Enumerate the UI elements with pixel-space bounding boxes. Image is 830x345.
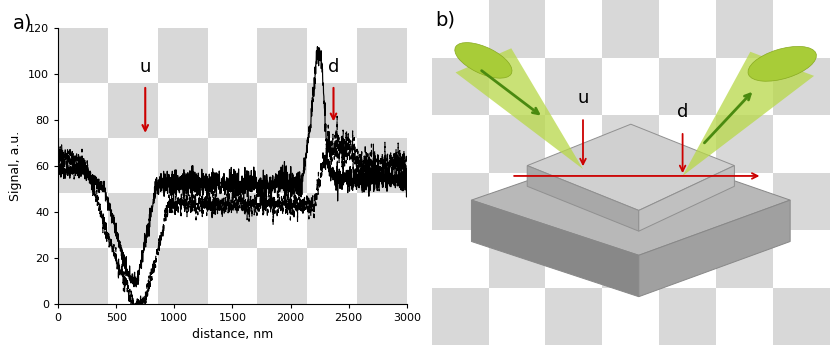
Bar xyxy=(603,230,659,287)
Polygon shape xyxy=(527,124,735,210)
Bar xyxy=(716,172,773,230)
Bar xyxy=(489,172,545,230)
Bar xyxy=(158,28,208,83)
Text: a): a) xyxy=(12,14,32,33)
Text: b): b) xyxy=(436,10,456,29)
Bar xyxy=(208,193,257,248)
Bar xyxy=(257,138,307,193)
Bar xyxy=(489,287,545,345)
Bar xyxy=(257,28,307,83)
Bar xyxy=(716,287,773,345)
Text: u: u xyxy=(139,58,151,76)
Bar xyxy=(716,58,773,115)
Bar xyxy=(257,83,307,138)
Bar xyxy=(58,193,108,248)
Bar xyxy=(659,230,716,287)
Polygon shape xyxy=(639,166,735,231)
Bar xyxy=(545,287,603,345)
Bar xyxy=(108,138,158,193)
Bar xyxy=(716,0,773,58)
Bar xyxy=(357,83,407,138)
Bar xyxy=(773,287,830,345)
Bar xyxy=(489,115,545,172)
Bar xyxy=(603,172,659,230)
Bar xyxy=(545,58,603,115)
Bar xyxy=(158,193,208,248)
Bar xyxy=(773,230,830,287)
Bar xyxy=(357,193,407,248)
Bar xyxy=(489,230,545,287)
Y-axis label: Signal, a.u.: Signal, a.u. xyxy=(9,130,22,201)
Bar xyxy=(432,230,489,287)
Bar xyxy=(432,172,489,230)
Bar xyxy=(773,115,830,172)
Text: d: d xyxy=(677,103,688,121)
Bar xyxy=(257,193,307,248)
Bar xyxy=(659,172,716,230)
Bar xyxy=(545,172,603,230)
Bar xyxy=(603,115,659,172)
Bar xyxy=(489,0,545,58)
Text: u: u xyxy=(578,89,588,107)
Polygon shape xyxy=(456,48,583,169)
Bar xyxy=(108,193,158,248)
Ellipse shape xyxy=(455,42,512,78)
Bar xyxy=(58,248,108,304)
Bar xyxy=(208,138,257,193)
Bar xyxy=(716,115,773,172)
Bar xyxy=(58,138,108,193)
Bar xyxy=(432,0,489,58)
Bar xyxy=(603,58,659,115)
Bar xyxy=(432,287,489,345)
Polygon shape xyxy=(471,145,790,255)
Bar xyxy=(158,138,208,193)
Bar xyxy=(58,83,108,138)
Bar xyxy=(357,28,407,83)
Bar xyxy=(158,83,208,138)
Polygon shape xyxy=(527,166,639,231)
X-axis label: distance, nm: distance, nm xyxy=(192,328,273,341)
Bar xyxy=(108,83,158,138)
Bar xyxy=(659,287,716,345)
Bar xyxy=(307,193,357,248)
Bar xyxy=(307,138,357,193)
Bar xyxy=(716,230,773,287)
Bar xyxy=(108,248,158,304)
Bar xyxy=(545,0,603,58)
Bar xyxy=(603,0,659,58)
Bar xyxy=(773,58,830,115)
Bar xyxy=(307,83,357,138)
Bar xyxy=(357,138,407,193)
Bar xyxy=(773,0,830,58)
Bar xyxy=(659,115,716,172)
Bar xyxy=(58,28,108,83)
Bar xyxy=(659,58,716,115)
Bar xyxy=(307,28,357,83)
Bar xyxy=(489,58,545,115)
Polygon shape xyxy=(682,52,814,176)
Bar xyxy=(659,0,716,58)
Bar xyxy=(208,28,257,83)
Text: d: d xyxy=(328,58,339,76)
Ellipse shape xyxy=(748,47,817,81)
Bar xyxy=(545,115,603,172)
Bar xyxy=(158,248,208,304)
Bar xyxy=(208,83,257,138)
Bar xyxy=(432,115,489,172)
Bar xyxy=(545,230,603,287)
Bar xyxy=(208,248,257,304)
Bar xyxy=(357,248,407,304)
Bar xyxy=(773,172,830,230)
Bar xyxy=(257,248,307,304)
Polygon shape xyxy=(639,200,790,297)
Bar xyxy=(307,248,357,304)
Bar xyxy=(432,58,489,115)
Bar xyxy=(603,287,659,345)
Polygon shape xyxy=(471,200,639,297)
Bar xyxy=(108,28,158,83)
